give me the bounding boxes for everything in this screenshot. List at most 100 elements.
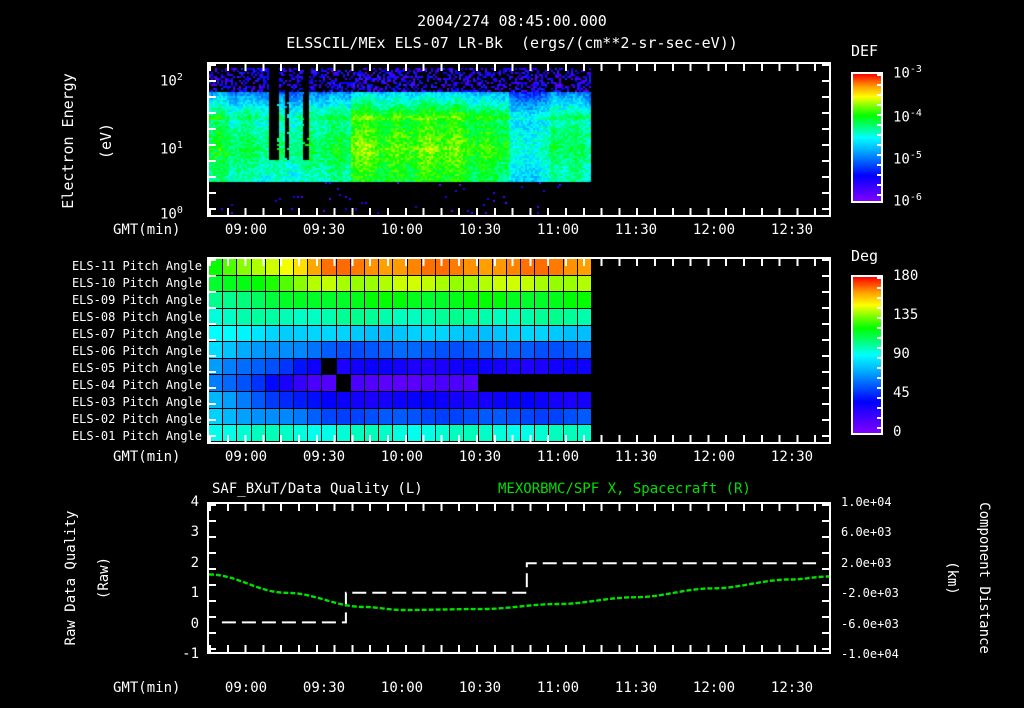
pitch-angle-cell [350,292,366,309]
pitch-angle-cell [421,292,436,309]
pitch-angle-cell [478,392,493,409]
pitch-angle-cell [336,308,351,326]
pitch-angle-cell [577,392,592,409]
pitch-angle-cell [308,342,323,359]
pitch-angle-cell [492,308,507,326]
pitch-angle-cell [506,358,522,376]
pitch-angle-row-label: ELS-10 Pitch Angle [71,275,202,290]
pitch-angle-cell [492,392,507,409]
pitch-angle-cell [223,358,238,376]
pitch-angle-cell [379,342,394,359]
bottom-ytick-right: 1.0e+04 [841,495,892,509]
mid-xtick-label: 10:00 [380,449,424,465]
y-tick-marks [209,64,216,215]
mid-xtick-label: 11:30 [614,449,658,465]
pitch-angle-cell [365,408,380,426]
y-tick-marks [209,259,216,442]
x-tick-marks [209,64,829,71]
pitch-angle-cell [308,358,323,376]
pitch-angle-panel [207,257,831,444]
pitch-angle-cell [450,275,465,293]
def-colorbar-ticks [877,74,883,201]
pitch-angle-cell [294,292,309,309]
deg-tick-0: 0 [893,424,902,440]
bottom-ytick-left: 0 [190,615,199,632]
pitch-angle-cell [549,375,564,393]
pitch-angle-cell [421,308,436,326]
pitch-angle-cell [223,375,238,393]
data-quality-panel [207,502,831,654]
pitch-angle-cell [506,308,522,326]
pitch-angle-cell [549,325,564,343]
pitch-angle-cell [421,325,436,343]
bottom-ylabel-distance-units: (km) [944,561,960,595]
mid-xtick-label: 12:30 [770,449,814,465]
bottom-ytick-right: -1.0e+04 [841,647,899,661]
pitch-angle-cell [322,358,337,376]
pitch-angle-cell [322,275,337,293]
dataset-subtitle: ELSSCIL/MEx ELS-07 LR-Bk (ergs/(cm**2-sr… [286,34,738,52]
pitch-angle-cell [308,408,323,426]
pitch-angle-cell [450,342,465,359]
pitch-angle-cell [393,408,408,426]
pitch-angle-cell [223,275,238,293]
deg-tick-180: 180 [893,268,919,284]
bottom-xtick-label: 11:00 [536,680,580,696]
bottom-ytick-left: 2 [190,554,199,571]
bottom-plot-lines [209,504,829,652]
top-xtick-label: 09:30 [302,222,346,238]
mid-xtick-label: 12:00 [692,449,736,465]
pitch-angle-cell [251,342,266,359]
bottom-xtick-label: 12:00 [692,680,736,696]
pitch-angle-cell [549,275,564,293]
pitch-angle-cell [379,358,394,376]
pitch-angle-cell [379,392,394,409]
pitch-angle-cell [492,408,507,426]
pitch-angle-cell [563,375,578,393]
bottom-ytick-right: 6.0e+03 [841,525,892,540]
bottom-xtick-label: 12:30 [770,680,814,696]
pitch-angle-cell [407,408,422,426]
pitch-angle-cell [251,392,266,409]
pitch-angle-cell [393,358,408,376]
deg-colorbar-ticks [877,277,883,433]
deg-tick-135: 135 [893,307,919,323]
pitch-angle-cell [492,292,507,309]
pitch-angle-cell [506,292,522,309]
pitch-angle-row-label: ELS-09 Pitch Angle [71,292,202,307]
pitch-angle-cell [450,408,465,426]
bottom-title-right: MEXORBMC/SPF X, Spacecraft (R) [498,481,751,497]
pitch-angle-cell [251,358,266,376]
pitch-angle-cell [435,375,451,393]
pitch-angle-cell [265,325,280,343]
pitch-angle-cell [365,392,380,409]
pitch-angle-cell [393,325,408,343]
pitch-angle-cell [336,325,351,343]
pitch-angle-cell [294,375,309,393]
pitch-angle-cell [464,358,479,376]
pitch-angle-cell [336,342,351,359]
pitch-angle-cell [492,325,507,343]
top-xtick-label: 12:30 [770,222,814,238]
pitch-angle-cell [478,308,493,326]
pitch-angle-cell [379,408,394,426]
bottom-ytick-left: -1 [182,646,199,662]
pitch-angle-cell [265,392,280,409]
pitch-angle-cell [265,408,280,426]
pitch-angle-cell [294,342,309,359]
timestamp-title: 2004/274 08:45:00.000 [417,12,607,30]
pitch-angle-cell [521,292,536,309]
pitch-angle-cell [393,308,408,326]
pitch-angle-cell [421,275,436,293]
pitch-angle-cell [350,325,366,343]
pitch-angle-cell [279,408,295,426]
pitch-angle-cell [308,375,323,393]
pitch-angle-cell [393,275,408,293]
pitch-angle-cell [492,358,507,376]
pitch-angle-cell [464,392,479,409]
pitch-angle-cell [365,325,380,343]
bottom-ylabel-quality-units: (Raw) [96,556,112,600]
pitch-angle-cell [535,392,550,409]
pitch-angle-cell [577,308,592,326]
pitch-angle-cell [365,342,380,359]
